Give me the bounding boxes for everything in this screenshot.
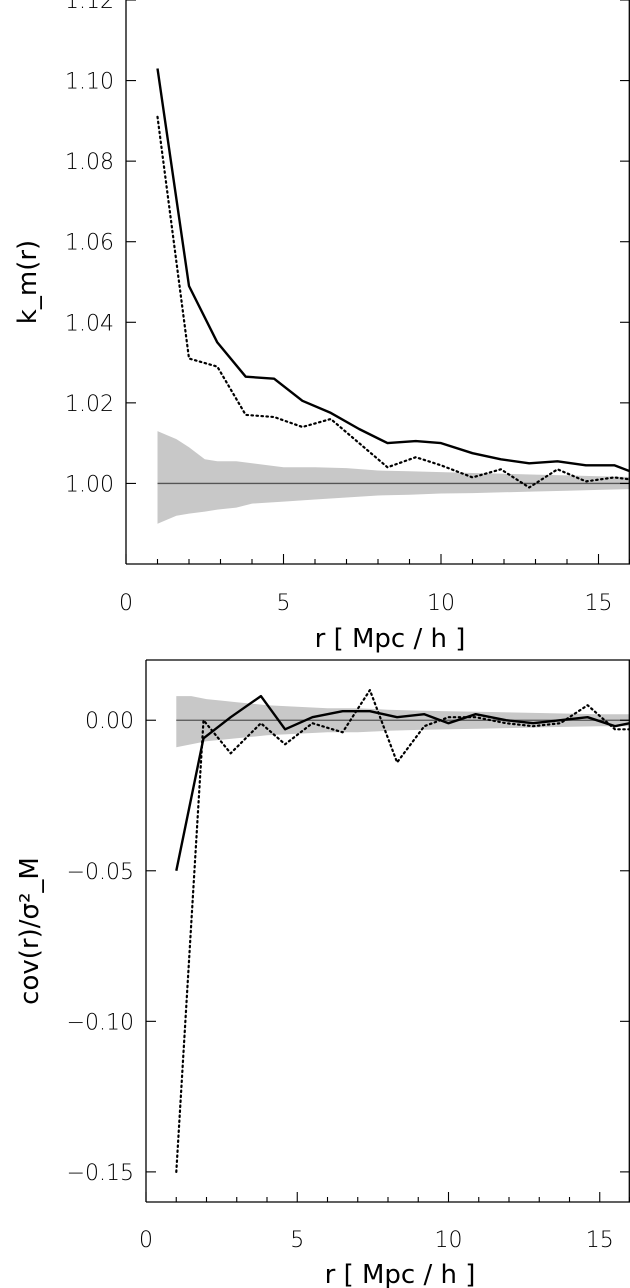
y-tick-label: 0.00 [85, 709, 134, 734]
y-tick-label: −0.15 [67, 1161, 134, 1186]
y-tick-label: 1.08 [65, 150, 114, 175]
y-tick-label: 1.00 [65, 472, 114, 497]
y-tick-label: −0.10 [67, 1010, 134, 1035]
x-tick-label: 0 [119, 591, 133, 616]
y-tick-label: 1.12 [65, 0, 114, 14]
series-dotted-line [175, 688, 630, 1174]
series-solid-line [156, 68, 630, 473]
x-tick-label: 5 [290, 1228, 304, 1253]
confidence-band [157, 431, 630, 524]
x-tick-label: 15 [586, 1228, 614, 1253]
panel-top-km: 0 5 10 15 1.00 1.02 1.04 1.06 1.08 1.10 1.12 r [ Mp… [13, 0, 630, 654]
confidence-band [176, 696, 630, 748]
x-tick-label: 0 [139, 1228, 153, 1253]
y-axis-title: cov(r)/σ²_M [15, 857, 45, 1005]
y-tick-label: 1.10 [65, 70, 114, 95]
x-axis-title: r [ Mpc / h ] [325, 1260, 476, 1288]
y-tick-label: −0.05 [67, 860, 134, 885]
y-axis-title: k_m(r) [13, 240, 43, 324]
series-dotted-line [156, 115, 630, 489]
x-tick-label: 5 [277, 591, 291, 616]
y-tick-label: 1.02 [65, 392, 114, 417]
x-tick-label: 10 [427, 591, 455, 616]
x-tick-label: 10 [435, 1228, 463, 1253]
y-tick-label: 1.04 [65, 311, 114, 336]
x-tick-label: 15 [585, 591, 613, 616]
series-solid-line [175, 694, 630, 872]
x-axis-title: r [ Mpc / h ] [315, 624, 466, 654]
y-tick-label: 1.06 [65, 231, 114, 256]
panel-bottom-cov: 0 5 10 15 −0.15 −0.10 −0.05 0.00 r [ Mpc / h ] co… [15, 659, 630, 1288]
